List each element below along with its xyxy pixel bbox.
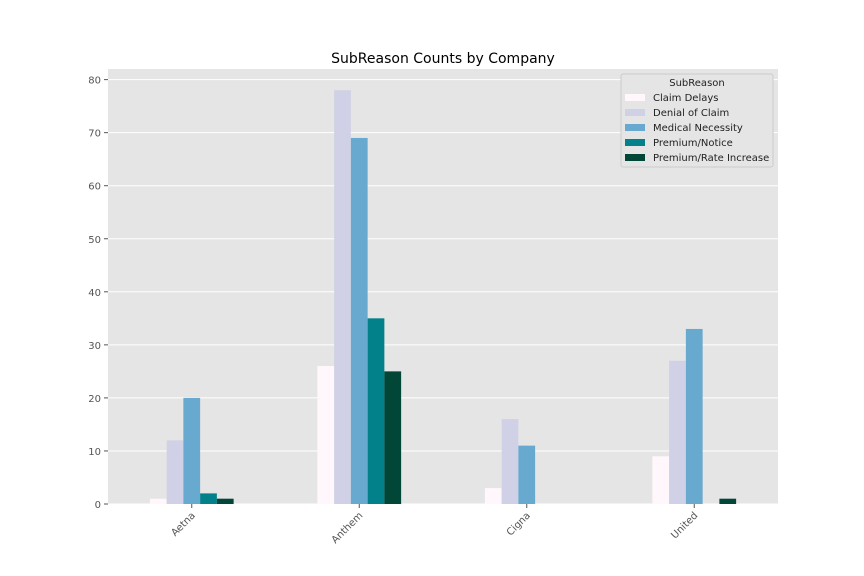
bar <box>719 498 737 504</box>
legend-box <box>620 73 774 168</box>
legend-swatch <box>625 109 645 116</box>
bar <box>669 360 686 504</box>
y-tick-label: 0 <box>95 500 101 511</box>
bar <box>216 498 234 504</box>
legend-swatch <box>625 154 645 161</box>
legend: SubReason Claim Delays Denial of Claim Medi… <box>620 73 774 168</box>
legend-swatch <box>625 124 645 131</box>
y-tick-label: 40 <box>88 288 101 299</box>
bar <box>183 397 201 504</box>
bar <box>334 90 351 504</box>
y-tick-label: 80 <box>88 76 101 87</box>
legend-swatch <box>625 94 645 101</box>
x-tick-label: United <box>669 510 700 541</box>
bar <box>367 318 385 504</box>
chart-title: SubReason Counts by Company <box>331 51 555 67</box>
bar <box>518 445 536 504</box>
legend-swatch <box>625 139 645 146</box>
bar <box>501 419 519 504</box>
x-tick-label: Anthem <box>330 510 366 546</box>
bar <box>166 440 184 504</box>
legend-title: SubReason <box>669 78 724 89</box>
x-axis: Aetna Anthem Cigna United <box>169 504 700 546</box>
x-tick-label: Cigna <box>505 510 533 538</box>
y-tick-label: 20 <box>88 394 101 405</box>
y-tick-label: 30 <box>88 341 101 352</box>
bar <box>350 137 368 504</box>
y-tick-label: 50 <box>88 235 101 246</box>
y-tick-label: 70 <box>88 129 101 140</box>
x-tick-label: Aetna <box>169 510 197 538</box>
bar <box>484 488 502 504</box>
y-tick-label: 10 <box>88 447 101 458</box>
y-axis: 0 10 20 30 40 50 60 70 80 <box>88 76 108 511</box>
bar <box>384 371 402 504</box>
bar <box>652 456 670 504</box>
legend-label: Medical Necessity <box>653 123 743 134</box>
bar <box>149 498 167 504</box>
legend-label: Premium/Rate Increase <box>653 153 769 164</box>
bar <box>685 328 703 504</box>
bar <box>317 366 335 504</box>
bar <box>200 493 217 504</box>
y-tick-label: 60 <box>88 182 101 193</box>
legend-label: Premium/Notice <box>653 138 733 149</box>
legend-label: Claim Delays <box>653 93 718 104</box>
legend-label: Denial of Claim <box>653 108 729 119</box>
bars <box>149 90 737 504</box>
